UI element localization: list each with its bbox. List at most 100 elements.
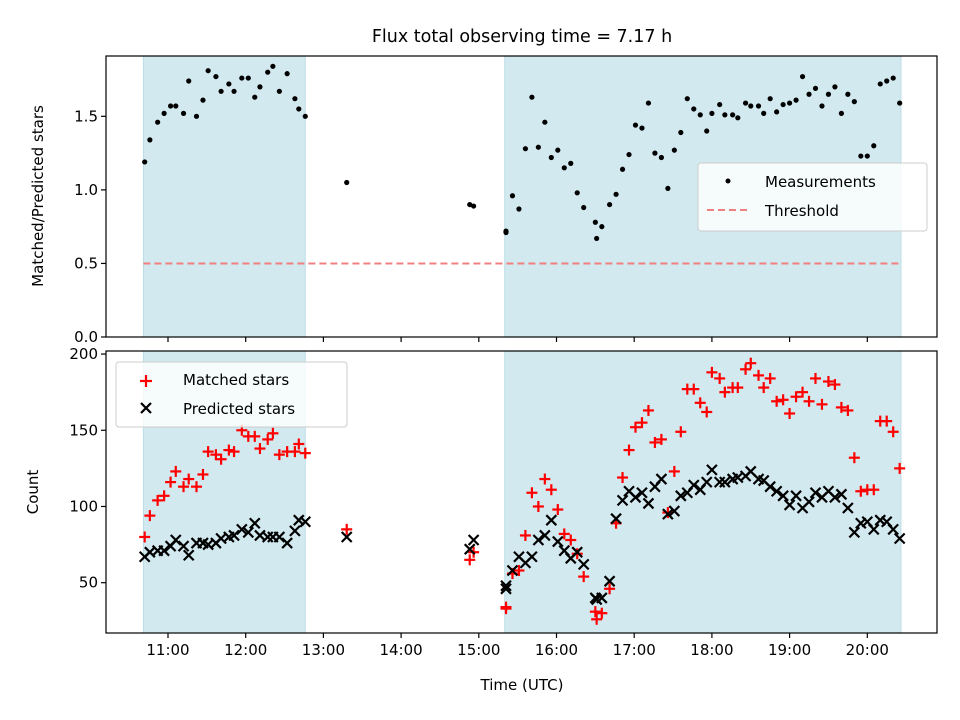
measurement-point bbox=[167, 103, 174, 109]
measurement-point bbox=[529, 94, 535, 100]
measurement-point bbox=[890, 75, 896, 81]
measurement-point bbox=[599, 224, 605, 230]
measurement-point bbox=[767, 96, 773, 102]
predicted-star-point bbox=[803, 496, 815, 508]
matched-star-point bbox=[545, 484, 557, 496]
measurement-point bbox=[276, 88, 282, 94]
matched-star-point bbox=[797, 386, 809, 398]
measurement-point bbox=[709, 110, 715, 116]
measurement-point bbox=[592, 219, 598, 225]
measurement-point bbox=[226, 81, 232, 87]
measurement-point bbox=[503, 228, 509, 234]
legend-measurements-marker bbox=[725, 178, 731, 184]
matched-star-point bbox=[868, 484, 880, 496]
matched-star-point bbox=[835, 401, 847, 413]
matched-star-point bbox=[740, 363, 752, 375]
legend-predicted-marker bbox=[140, 402, 152, 414]
matched-star-point bbox=[202, 446, 214, 458]
predicted-star-point bbox=[289, 525, 301, 537]
measurement-point bbox=[742, 100, 749, 106]
chart-title: Flux total observing time = 7.17 h bbox=[372, 27, 672, 47]
matched-star-point bbox=[589, 606, 601, 618]
matched-star-point bbox=[887, 426, 899, 438]
predicted-star-point bbox=[299, 515, 312, 528]
measurement-point bbox=[292, 96, 298, 102]
measurement-point bbox=[806, 91, 812, 97]
measurement-point bbox=[761, 110, 767, 116]
matched-star-point bbox=[539, 473, 551, 485]
y-tick-label: 100 bbox=[69, 497, 98, 515]
measurement-point bbox=[180, 110, 187, 116]
measurement-point bbox=[691, 106, 697, 112]
measurement-point bbox=[812, 85, 819, 91]
predicted-star-point bbox=[887, 523, 899, 536]
measurement-point bbox=[755, 103, 762, 109]
observing-window bbox=[142, 55, 306, 338]
measurement-point bbox=[155, 119, 161, 125]
matched-star-point bbox=[753, 369, 765, 381]
matched-star-point bbox=[152, 494, 164, 506]
predicted-star-point bbox=[700, 476, 713, 488]
ratio-y-axis-label: Matched/Predicted stars bbox=[29, 105, 47, 287]
x-tick-label: 14:00 bbox=[379, 641, 422, 659]
count-legend-box bbox=[115, 361, 348, 428]
matched-star-point bbox=[848, 452, 860, 464]
matched-star-point bbox=[604, 583, 616, 595]
measurement-point bbox=[877, 81, 883, 87]
measurement-point bbox=[678, 129, 684, 136]
y-tick-label: 200 bbox=[69, 345, 98, 363]
measurement-point bbox=[186, 78, 192, 84]
measurement-point bbox=[270, 63, 276, 69]
y-tick-label: 1.5 bbox=[74, 107, 98, 125]
matched-star-point bbox=[675, 426, 687, 438]
x-tick-label: 11:00 bbox=[146, 641, 189, 659]
measurement-point bbox=[161, 110, 167, 116]
matched-star-point bbox=[688, 383, 700, 395]
measurement-point bbox=[799, 73, 806, 80]
predicted-star-point bbox=[616, 494, 629, 507]
matched-star-point bbox=[745, 357, 757, 369]
measurement-point bbox=[173, 103, 179, 109]
matched-star-point bbox=[655, 433, 667, 445]
predicted-star-point bbox=[158, 544, 170, 557]
predicted-star-point bbox=[463, 543, 476, 555]
ratio-panel: 0.0 0.5 1.0 1.5 Matched/Predicted stars Mea… bbox=[29, 55, 938, 346]
measurement-point bbox=[639, 125, 645, 131]
matched-star-point bbox=[341, 523, 353, 535]
legend-threshold-label: Threshold bbox=[764, 202, 839, 220]
measurement-point bbox=[730, 112, 736, 118]
matched-star-point bbox=[170, 465, 182, 477]
predicted-star-point bbox=[636, 486, 648, 499]
x-tick-label: 18:00 bbox=[690, 641, 733, 659]
predicted-star-point bbox=[706, 464, 718, 476]
measurement-point bbox=[884, 78, 890, 84]
matched-star-point bbox=[558, 528, 570, 540]
matched-star-point bbox=[694, 397, 706, 409]
matched-star-point bbox=[719, 386, 731, 398]
measurement-point bbox=[344, 179, 350, 186]
predicted-star-point bbox=[655, 473, 668, 485]
predicted-star-point bbox=[842, 502, 854, 514]
matched-star-point bbox=[183, 473, 195, 485]
matched-star-point bbox=[842, 404, 854, 416]
matched-star-point bbox=[668, 465, 680, 477]
ratio-legend: Measurements Threshold bbox=[697, 162, 928, 232]
predicted-star-point bbox=[893, 532, 906, 545]
measurement-point bbox=[296, 106, 302, 112]
predicted-star-point bbox=[610, 512, 622, 525]
matched-star-point bbox=[764, 372, 776, 384]
matched-star-point bbox=[617, 472, 629, 484]
matched-star-point bbox=[881, 415, 893, 427]
matched-star-point bbox=[810, 372, 821, 384]
matched-star-point bbox=[714, 372, 726, 384]
measurement-point bbox=[838, 110, 845, 116]
predicted-star-point bbox=[532, 534, 545, 546]
matched-star-point bbox=[565, 534, 577, 546]
measurement-point bbox=[684, 96, 690, 102]
predicted-star-point bbox=[169, 534, 182, 546]
ratio-x-ticks bbox=[167, 337, 868, 342]
predicted-star-point bbox=[236, 523, 248, 536]
matched-star-point bbox=[289, 446, 301, 458]
x-tick-label: 20:00 bbox=[846, 641, 889, 659]
